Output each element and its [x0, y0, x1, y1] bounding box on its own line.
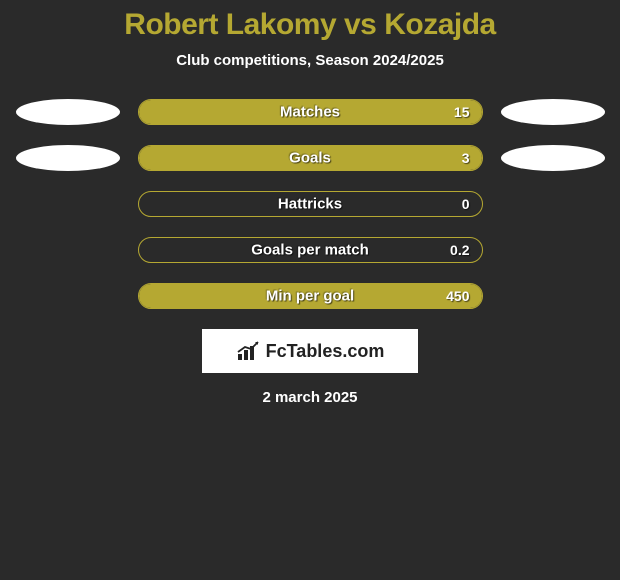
left-player-marker	[16, 99, 120, 125]
stat-value: 0.2	[450, 242, 469, 258]
stat-value: 450	[446, 288, 469, 304]
stat-row: Hattricks 0	[0, 191, 620, 217]
right-player-marker	[501, 99, 605, 125]
subtitle: Club competitions, Season 2024/2025	[0, 52, 620, 69]
stat-label: Goals per match	[251, 242, 369, 259]
right-player-marker	[501, 145, 605, 171]
comparison-widget: Robert Lakomy vs Kozajda Club competitio…	[0, 0, 620, 406]
stat-label: Matches	[280, 104, 340, 121]
stat-label: Hattricks	[278, 196, 342, 213]
logo-text: FcTables.com	[266, 341, 385, 362]
stat-row: Min per goal 450	[0, 283, 620, 309]
stat-bar: Hattricks 0	[138, 191, 483, 217]
stat-bar: Min per goal 450	[138, 283, 483, 309]
left-player-marker	[16, 145, 120, 171]
fctables-logo[interactable]: FcTables.com	[202, 329, 418, 373]
stats-list: Matches 15 Goals 3 Hattricks 0 Goals per match…	[0, 99, 620, 309]
stat-bar: Goals per match 0.2	[138, 237, 483, 263]
stat-value: 3	[462, 150, 470, 166]
stat-row: Goals per match 0.2	[0, 237, 620, 263]
stat-value: 0	[462, 196, 470, 212]
date-label: 2 march 2025	[0, 389, 620, 406]
stat-bar: Matches 15	[138, 99, 483, 125]
stat-label: Min per goal	[266, 288, 354, 305]
stat-label: Goals	[289, 150, 331, 167]
page-title: Robert Lakomy vs Kozajda	[0, 8, 620, 42]
stat-row: Matches 15	[0, 99, 620, 125]
chart-icon	[236, 340, 262, 362]
stat-value: 15	[454, 104, 470, 120]
stat-bar: Goals 3	[138, 145, 483, 171]
stat-row: Goals 3	[0, 145, 620, 171]
